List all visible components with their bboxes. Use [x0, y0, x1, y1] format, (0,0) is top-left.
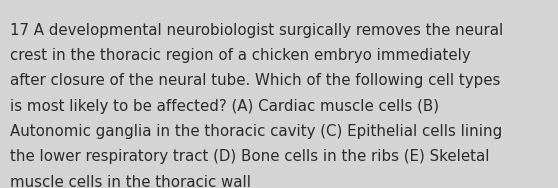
Text: Autonomic ganglia in the thoracic cavity (C) Epithelial cells lining: Autonomic ganglia in the thoracic cavity…: [10, 124, 502, 139]
Text: is most likely to be affected? (A) Cardiac muscle cells (B): is most likely to be affected? (A) Cardi…: [10, 99, 439, 114]
Text: 17 A developmental neurobiologist surgically removes the neural: 17 A developmental neurobiologist surgic…: [10, 23, 503, 38]
Text: after closure of the neural tube. Which of the following cell types: after closure of the neural tube. Which …: [10, 73, 501, 88]
Text: muscle cells in the thoracic wall: muscle cells in the thoracic wall: [10, 175, 251, 188]
Text: the lower respiratory tract (D) Bone cells in the ribs (E) Skeletal: the lower respiratory tract (D) Bone cel…: [10, 149, 489, 164]
Text: crest in the thoracic region of a chicken embryo immediately: crest in the thoracic region of a chicke…: [10, 48, 471, 63]
